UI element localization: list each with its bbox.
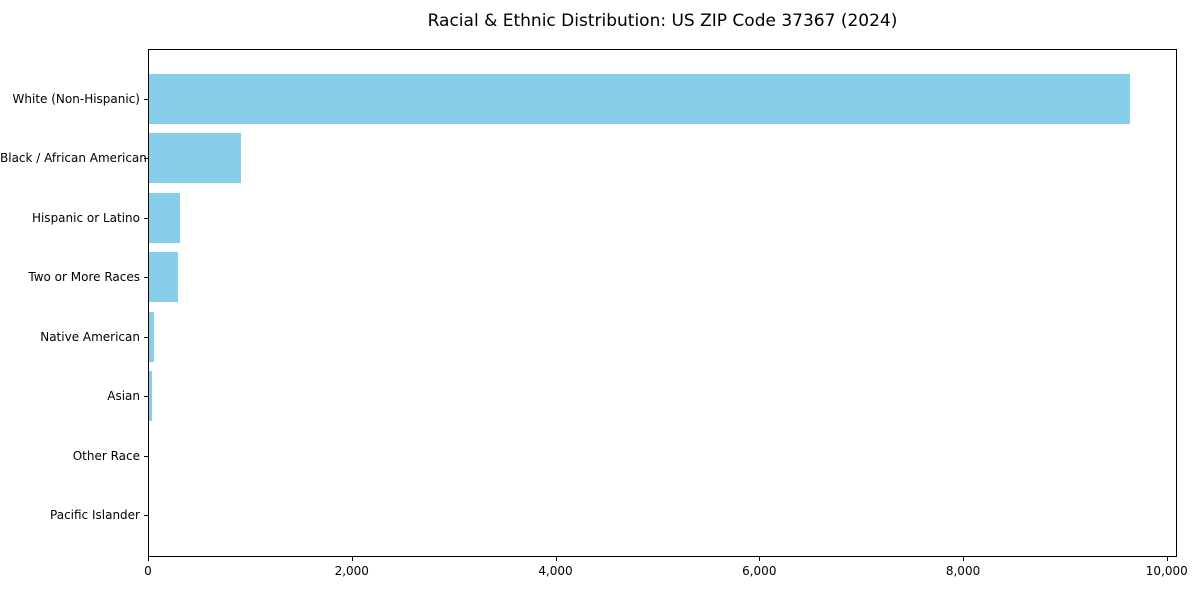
category-label: Black / African American [0,151,147,166]
x-axis-tick [963,557,965,561]
y-axis-tick [144,217,148,219]
x-axis-tick-label: 2,000 [334,564,369,578]
y-axis-tick [144,277,148,279]
x-axis-tick-label: 4,000 [538,564,573,578]
x-axis-tick [148,557,149,561]
bar [149,311,155,362]
y-axis-tick [144,515,148,516]
x-axis-tick [1166,557,1168,561]
x-axis-tick-label: 6,000 [742,564,777,578]
bar [149,74,1131,124]
x-axis-tick [759,557,761,561]
bar [149,133,241,184]
x-axis-tick-label: 10,000 [1145,564,1188,578]
y-axis-tick [144,336,148,338]
category-label: Pacific Islander [50,508,140,522]
category-label: Two or More Races [28,270,140,285]
bar [149,192,181,243]
y-axis-tick [144,158,148,160]
x-axis-tick [555,557,557,561]
category-label: Native American [40,329,140,344]
x-axis-tick [351,557,353,561]
chart-title: Racial & Ethnic Distribution: US ZIP Cod… [427,11,898,31]
y-axis-tick [144,396,148,398]
x-axis-tick-label: 8,000 [945,564,981,578]
bar [149,252,178,303]
category-label: Hispanic or Latino [31,210,140,225]
plot-area [148,49,1177,557]
category-label: Asian [107,389,140,404]
bar [149,371,152,422]
y-axis-tick [144,455,148,457]
y-axis-tick [144,99,148,100]
x-axis-tick-label: 0 [144,564,152,578]
category-label: White (Non-Hispanic) [12,92,140,106]
category-label: Other Race [72,448,140,463]
